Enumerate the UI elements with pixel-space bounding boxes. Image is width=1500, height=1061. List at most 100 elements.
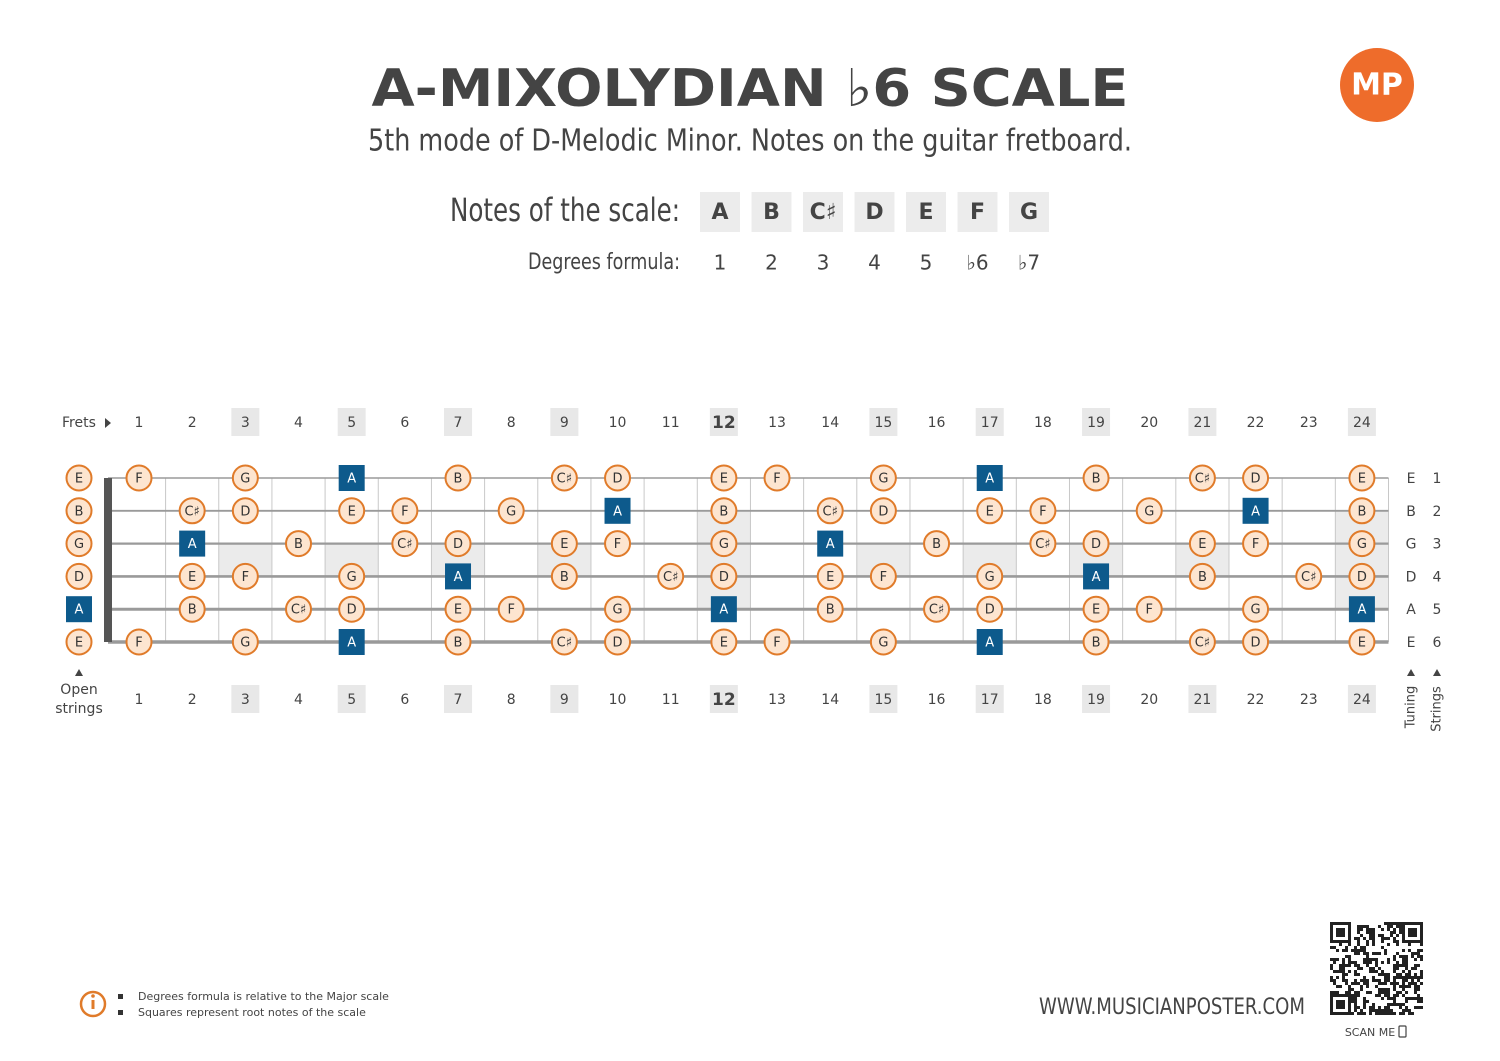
scale-note: F	[970, 200, 985, 225]
note-box	[906, 192, 946, 232]
root-note	[817, 530, 844, 557]
fret-number: 4	[294, 415, 303, 431]
note-label: E	[348, 504, 356, 519]
fret-number: 11	[662, 415, 680, 431]
root-note	[445, 563, 472, 590]
degree: 4	[868, 251, 881, 275]
note-box	[1009, 192, 1049, 232]
logo-text: MP	[1351, 68, 1403, 103]
note	[285, 595, 313, 623]
fret-number-box	[444, 685, 473, 713]
root-note	[604, 497, 631, 524]
root-note	[179, 530, 206, 557]
note	[1242, 595, 1270, 623]
fret-number: 8	[507, 692, 516, 708]
scale-note: B	[763, 200, 780, 225]
root-note	[66, 596, 92, 623]
note	[1029, 497, 1057, 525]
logo	[1340, 48, 1414, 122]
fret-number: 16	[928, 692, 946, 708]
note-label: G	[878, 636, 888, 651]
note	[338, 497, 366, 525]
website: WWW.MUSICIANPOSTER.COM	[1039, 995, 1305, 1020]
fret-number: 10	[609, 692, 627, 708]
scale-note: A	[711, 200, 728, 225]
fret-number: 7	[454, 415, 463, 431]
note-label: C♯	[1301, 570, 1316, 585]
note-label: A	[347, 472, 356, 487]
note-label: A	[613, 504, 622, 519]
fret-number: 3	[241, 692, 250, 708]
note	[763, 464, 791, 492]
note-label: B	[294, 537, 303, 552]
string-number: 3	[1433, 537, 1442, 553]
fret-number-box	[337, 685, 366, 713]
footer-note: Degrees formula is relative to the Major…	[138, 990, 389, 1003]
arrow	[1433, 669, 1441, 676]
note-label: F	[773, 472, 780, 487]
note	[869, 562, 897, 590]
string-number: 6	[1433, 635, 1442, 651]
fret-number: 12	[712, 413, 736, 433]
note-label: F	[1039, 504, 1046, 519]
note-box	[751, 192, 792, 232]
note-label: G	[612, 603, 622, 618]
note-label: A	[1357, 603, 1366, 618]
note	[1082, 530, 1110, 558]
note	[976, 497, 1004, 525]
note	[1242, 464, 1270, 492]
note	[1082, 464, 1110, 492]
fret-number: 6	[400, 692, 409, 708]
note-label: C♯	[663, 570, 678, 585]
note-label: A	[826, 537, 835, 552]
note-label: A	[985, 472, 994, 487]
note	[1135, 595, 1163, 623]
note-label: B	[188, 603, 197, 618]
note	[657, 562, 685, 590]
note	[1029, 530, 1057, 558]
fret-number: 1	[135, 415, 144, 431]
phone-icon	[1398, 1025, 1407, 1038]
scale-note: C♯	[810, 200, 837, 225]
note	[444, 595, 472, 623]
root-note	[976, 629, 1003, 655]
note-label: B	[719, 504, 728, 519]
fret-number: 2	[188, 415, 197, 431]
note-label: B	[1092, 636, 1101, 651]
note	[1348, 530, 1376, 558]
note	[923, 595, 951, 623]
root-note	[1083, 563, 1110, 590]
fret-number-box	[1347, 685, 1376, 713]
note	[65, 562, 93, 590]
note-label: E	[720, 472, 728, 487]
qr-code	[1330, 922, 1423, 1015]
fret-number: 17	[981, 415, 999, 431]
note-label: B	[454, 636, 463, 651]
note-label: G	[240, 636, 250, 651]
root-note	[1348, 596, 1375, 623]
note-label: E	[75, 472, 83, 487]
note	[231, 562, 259, 590]
note	[1082, 595, 1110, 623]
note	[710, 530, 738, 558]
note-label: D	[1091, 537, 1101, 552]
fret-number-box	[231, 408, 260, 436]
note	[763, 628, 791, 656]
fret-number: 11	[662, 692, 680, 708]
note-label: C♯	[1035, 537, 1050, 552]
degree: 2	[765, 251, 778, 275]
fret-number: 19	[1087, 692, 1105, 708]
note-label: C♯	[1195, 472, 1210, 487]
note-label: F	[401, 504, 408, 519]
tuning-note: G	[1406, 537, 1417, 553]
note-label: B	[826, 603, 835, 618]
note	[1188, 530, 1216, 558]
note-label: D	[74, 570, 84, 585]
note-label: F	[773, 636, 780, 651]
note	[1242, 530, 1270, 558]
note-label: A	[719, 603, 728, 618]
fret-number: 2	[188, 692, 197, 708]
note-label: F	[1252, 537, 1259, 552]
note	[65, 464, 93, 492]
scale-note: E	[918, 200, 933, 225]
